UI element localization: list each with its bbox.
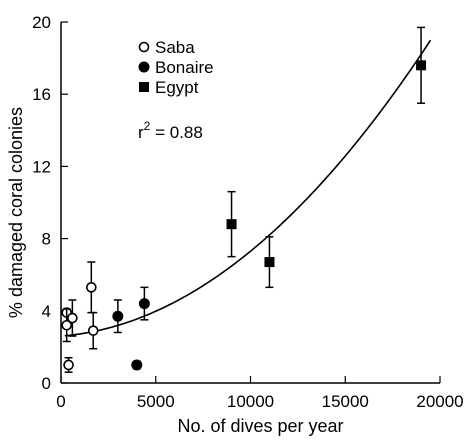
x-tick-label-2: 10000: [227, 392, 274, 411]
y-tick-label-4: 16: [32, 85, 51, 104]
point-saba-4: [86, 282, 97, 293]
legend-label-saba: Saba: [155, 38, 195, 57]
series-saba: [61, 261, 99, 373]
legend-marker-egypt: [139, 82, 149, 92]
point-saba-2: [63, 359, 74, 371]
annotations: r2 = 0.88: [138, 119, 203, 142]
point-bonaire-0: [112, 310, 124, 322]
axis-labels: No. of dives per year % damaged coral col…: [6, 107, 344, 436]
x-tick-label-0: 0: [56, 392, 65, 411]
point-egypt-2: [416, 60, 427, 71]
fit-curve: [64, 39, 432, 337]
point-saba-1: [61, 319, 72, 331]
point-bonaire-2: [138, 298, 150, 310]
x-tick-label-3: 15000: [322, 392, 369, 411]
point-egypt-1: [264, 257, 275, 268]
legend-marker-bonaire: [138, 61, 150, 73]
r-squared-annotation: r2 = 0.88: [138, 119, 203, 142]
legend-label-bonaire: Bonaire: [155, 58, 214, 77]
point-saba-5: [87, 325, 99, 336]
series-bonaire: [112, 286, 150, 371]
y-tick-label-3: 12: [32, 157, 51, 176]
legend-label-egypt: Egypt: [155, 78, 199, 97]
series-egypt: [226, 26, 427, 289]
point-egypt-0: [226, 219, 237, 230]
data-points: [61, 26, 427, 373]
y-axis-label: % damaged coral colonies: [6, 107, 26, 318]
y-tick-label-1: 4: [42, 302, 51, 321]
fit-curve-group: [64, 39, 432, 337]
point-bonaire-1: [131, 359, 143, 371]
y-tick-label-0: 0: [42, 374, 51, 393]
point-saba-3: [67, 312, 78, 324]
y-tick-label-5: 20: [32, 13, 51, 32]
legend-marker-saba: [138, 41, 150, 53]
y-tick-label-2: 8: [42, 230, 51, 249]
x-tick-label-1: 5000: [137, 392, 175, 411]
x-axis-label: No. of dives per year: [177, 416, 343, 436]
x-tick-label-4: 20000: [416, 392, 463, 411]
axes: 0 5000 10000 15000 20000 0 4 8 12 16 20: [32, 13, 464, 411]
